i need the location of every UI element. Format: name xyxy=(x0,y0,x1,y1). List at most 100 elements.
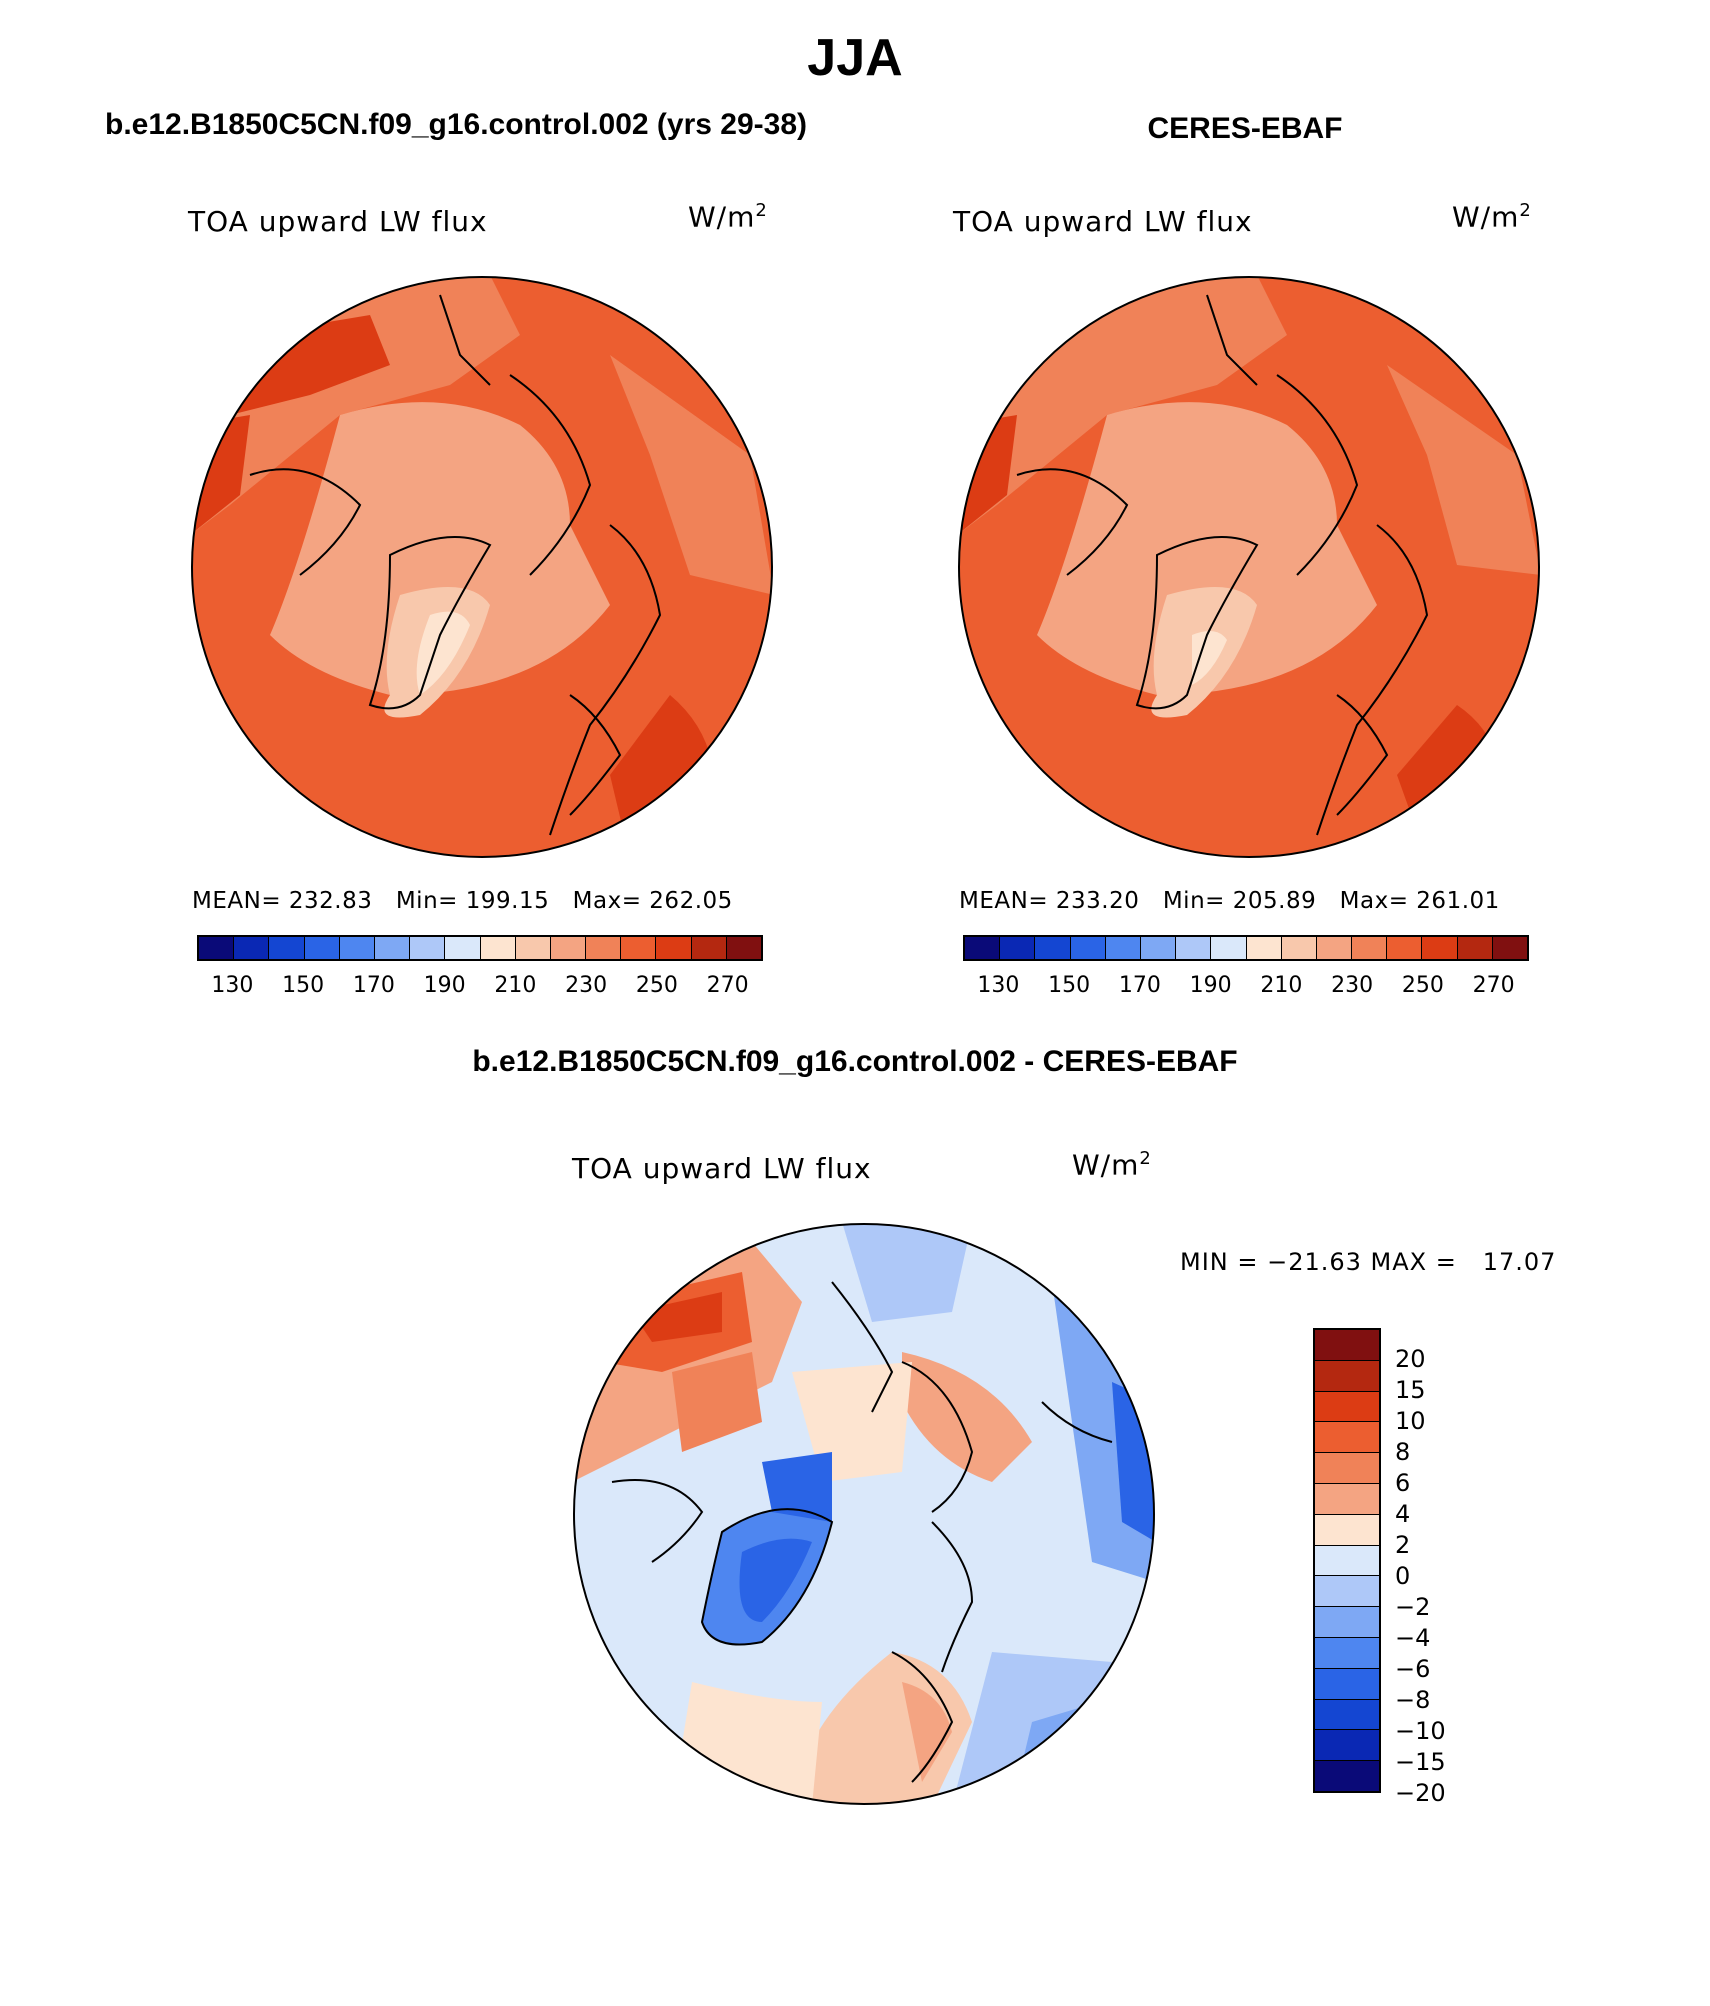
left-panel-title: b.e12.B1850C5CN.f09_g16.control.002 (yrs… xyxy=(105,108,808,141)
diff-colorbar-swatch xyxy=(1315,1761,1379,1791)
left-colorbar-tick-label: 230 xyxy=(565,973,608,998)
right-colorbar-swatch xyxy=(1000,937,1036,959)
right-colorbar-tick-label: 210 xyxy=(1260,973,1303,998)
left-colorbar-tick-label: 150 xyxy=(282,973,325,998)
right-colorbar xyxy=(963,935,1529,961)
diff-colorbar-swatch xyxy=(1315,1422,1379,1454)
right-colorbar-swatch xyxy=(1035,937,1071,959)
left-colorbar-swatch xyxy=(726,937,761,959)
left-colorbar-ticks: 130 150 170 190 210 230 250 270 xyxy=(197,973,763,1003)
diff-polar-map xyxy=(573,1223,1155,1805)
diff-colorbar-swatch xyxy=(1315,1391,1379,1423)
diff-colorbar-tick-label: 4 xyxy=(1395,1500,1411,1528)
left-colorbar-swatch xyxy=(656,937,692,959)
right-colorbar-swatch xyxy=(1457,937,1493,959)
left-colorbar-tick-label: 250 xyxy=(635,973,678,998)
left-unit-label: W/m2 xyxy=(688,200,768,234)
diff-colorbar-tick-label: −6 xyxy=(1395,1655,1431,1683)
diff-colorbar-swatch xyxy=(1315,1668,1379,1700)
diff-colorbar-swatch xyxy=(1315,1514,1379,1546)
diff-colorbar-tick-label: 15 xyxy=(1395,1376,1426,1404)
diff-colorbar-tick-label: 2 xyxy=(1395,1531,1411,1559)
diff-colorbar xyxy=(1313,1328,1381,1793)
left-stats: MEAN= 232.83 Min= 199.15 Max= 262.05 xyxy=(192,888,733,914)
diff-colorbar-tick-label: 10 xyxy=(1395,1407,1426,1435)
right-colorbar-swatch xyxy=(1422,937,1458,959)
left-colorbar-swatch xyxy=(586,937,622,959)
right-colorbar-swatch xyxy=(1387,937,1423,959)
right-colorbar-swatch xyxy=(1352,937,1388,959)
diff-colorbar-tick-label: −4 xyxy=(1395,1623,1431,1652)
left-colorbar-tick-label: 130 xyxy=(211,973,254,998)
right-colorbar-swatch xyxy=(1246,937,1282,959)
right-stats: MEAN= 233.20 Min= 205.89 Max= 261.01 xyxy=(959,888,1500,914)
left-colorbar-swatch xyxy=(339,937,375,959)
right-polar-map xyxy=(958,276,1540,858)
diff-minmax-label: MIN = −21.63 MAX = 17.07 xyxy=(1180,1248,1557,1276)
left-colorbar-swatch xyxy=(515,937,551,959)
diff-colorbar-swatch xyxy=(1315,1637,1379,1669)
main-title: JJA xyxy=(807,29,903,87)
right-colorbar-tick-label: 250 xyxy=(1401,973,1444,998)
right-variable-label: TOA upward LW flux xyxy=(953,205,1253,238)
left-variable-label: TOA upward LW flux xyxy=(188,205,488,238)
diff-colorbar-swatch xyxy=(1315,1483,1379,1515)
right-colorbar-swatch xyxy=(1070,937,1106,959)
left-colorbar-tick-label: 190 xyxy=(423,973,466,998)
left-colorbar-tick-label: 210 xyxy=(494,973,537,998)
right-panel-title: CERES-EBAF xyxy=(1147,112,1343,145)
right-colorbar-tick-label: 190 xyxy=(1189,973,1232,998)
diff-colorbar-swatch xyxy=(1315,1453,1379,1484)
right-colorbar-tick-label: 270 xyxy=(1472,973,1515,998)
left-colorbar-swatch xyxy=(445,937,481,959)
diff-colorbar-ticks: 20 15 10 8 6 4 2 0 −2 −4 −6 −8 −10 −15 −20 xyxy=(1395,1328,1475,1807)
diff-colorbar-tick-label: 0 xyxy=(1395,1562,1411,1590)
diff-colorbar-swatch xyxy=(1315,1730,1379,1762)
right-colorbar-swatch xyxy=(965,937,1001,959)
right-colorbar-swatch xyxy=(1281,937,1317,959)
left-colorbar-swatch xyxy=(410,937,446,959)
diff-colorbar-tick-label: 20 xyxy=(1395,1345,1426,1373)
right-colorbar-swatch xyxy=(1316,937,1353,959)
diff-variable-label: TOA upward LW flux xyxy=(572,1152,872,1185)
right-colorbar-swatch xyxy=(1492,937,1527,959)
left-colorbar-swatch xyxy=(550,937,587,959)
diff-colorbar-swatch xyxy=(1315,1330,1379,1361)
right-colorbar-swatch xyxy=(1176,937,1212,959)
left-colorbar-swatch xyxy=(234,937,270,959)
left-colorbar-swatch xyxy=(480,937,516,959)
diff-colorbar-swatch xyxy=(1315,1360,1379,1392)
diff-colorbar-tick-label: −2 xyxy=(1395,1593,1431,1621)
left-colorbar-swatch xyxy=(304,937,340,959)
left-colorbar-swatch xyxy=(621,937,657,959)
right-colorbar-tick-label: 230 xyxy=(1331,973,1374,998)
diff-colorbar-tick-label: −15 xyxy=(1395,1748,1446,1776)
left-colorbar-tick-label: 170 xyxy=(352,973,395,998)
diff-colorbar-swatch xyxy=(1315,1576,1379,1608)
left-colorbar-swatch xyxy=(269,937,305,959)
right-colorbar-swatch xyxy=(1140,937,1177,959)
right-unit-label: W/m2 xyxy=(1452,200,1532,234)
right-colorbar-tick-label: 130 xyxy=(977,973,1020,998)
diff-colorbar-swatch xyxy=(1315,1607,1379,1638)
right-colorbar-swatch xyxy=(1105,937,1141,959)
diff-colorbar-swatch xyxy=(1315,1545,1379,1577)
diff-colorbar-tick-label: 6 xyxy=(1395,1468,1411,1497)
diff-colorbar-tick-label: −10 xyxy=(1395,1717,1446,1745)
diff-colorbar-swatch xyxy=(1315,1699,1379,1731)
left-colorbar-tick-label: 270 xyxy=(706,973,749,998)
right-colorbar-tick-label: 170 xyxy=(1118,973,1161,998)
diff-unit-label: W/m2 xyxy=(1072,1148,1152,1182)
diff-colorbar-tick-label: 8 xyxy=(1395,1438,1411,1466)
diff-colorbar-tick-label: −20 xyxy=(1395,1779,1446,1807)
diff-colorbar-tick-label: −8 xyxy=(1395,1686,1431,1714)
left-colorbar-swatch xyxy=(691,937,727,959)
left-colorbar-swatch xyxy=(199,937,235,959)
diff-panel-title: b.e12.B1850C5CN.f09_g16.control.002 - CE… xyxy=(472,1045,1238,1078)
right-colorbar-tick-label: 150 xyxy=(1048,973,1091,998)
left-polar-map xyxy=(191,276,773,858)
right-colorbar-ticks: 130 150 170 190 210 230 250 270 xyxy=(963,973,1529,1003)
right-colorbar-swatch xyxy=(1211,937,1247,959)
left-colorbar-swatch xyxy=(374,937,411,959)
left-colorbar xyxy=(197,935,763,961)
